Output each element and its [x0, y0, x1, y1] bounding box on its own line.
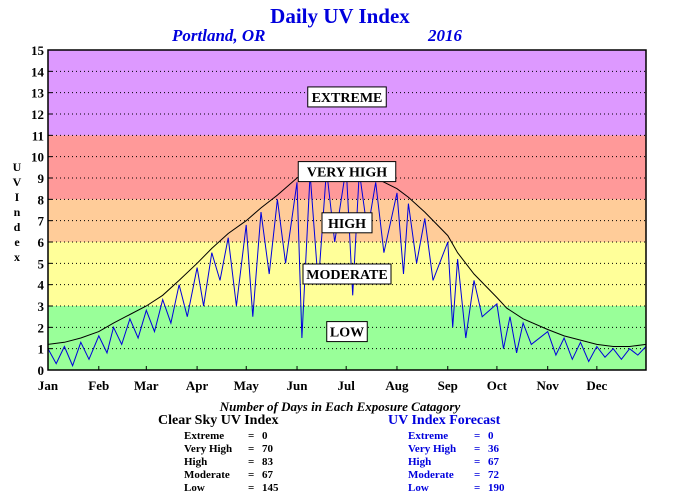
y-tick-label: 1 [38, 342, 45, 357]
stat-label: Extreme [184, 430, 225, 442]
stat-value: 36 [488, 443, 499, 455]
stat-label: Low [184, 482, 205, 494]
band-label: MODERATE [306, 268, 387, 283]
stat-value: 70 [262, 443, 273, 455]
y-tick-label: 9 [38, 171, 45, 186]
stat-value: 0 [262, 430, 268, 442]
y-tick-label: 4 [38, 278, 45, 293]
stat-value: 67 [262, 469, 273, 481]
y-tick-label: 10 [31, 150, 44, 165]
x-tick-label: Jul [338, 378, 356, 393]
stat-value: 145 [262, 482, 279, 494]
y-axis-label-char: n [13, 205, 21, 219]
forecast-title: UV Index Forecast [388, 413, 501, 428]
y-tick-label: 3 [38, 299, 45, 314]
stat-sep: = [474, 482, 481, 494]
stat-label: Very High [184, 443, 233, 455]
x-tick-label: Apr [186, 378, 209, 393]
stat-sep: = [248, 456, 255, 468]
stat-value: 83 [262, 456, 273, 468]
stat-sep: = [474, 443, 481, 455]
stat-sep: = [248, 482, 255, 494]
y-axis-label: U V I n d e x [10, 160, 24, 265]
y-tick-label: 0 [38, 363, 45, 378]
y-tick-label: 7 [38, 214, 45, 229]
plot-frame [47, 49, 647, 371]
stat-sep: = [248, 469, 255, 481]
x-tick-label: Aug [385, 378, 409, 393]
stat-label: Moderate [408, 469, 454, 481]
y-axis-label-char: I [14, 190, 20, 204]
x-tick-label: Nov [537, 378, 560, 393]
x-tick-label: Mar [134, 378, 159, 393]
band-label: LOW [330, 326, 364, 341]
stat-label: Moderate [184, 469, 230, 481]
y-tick-label: 2 [38, 320, 45, 335]
stat-sep: = [474, 456, 481, 468]
band-label: EXTREME [312, 91, 383, 106]
y-tick-label: 8 [38, 192, 45, 207]
stat-label: Low [408, 482, 429, 494]
y-axis-label-char: U [12, 160, 22, 174]
stat-value: 0 [488, 430, 494, 442]
y-tick-label: 14 [31, 64, 45, 79]
stat-sep: = [474, 469, 481, 481]
x-tick-label: Oct [487, 378, 508, 393]
stat-sep: = [248, 443, 255, 455]
y-tick-label: 6 [38, 235, 45, 250]
x-tick-label: Sep [438, 378, 458, 393]
stat-value: 190 [488, 482, 505, 494]
stat-label: High [408, 456, 432, 468]
stat-sep: = [248, 430, 255, 442]
y-axis-label-char: d [13, 220, 21, 234]
chart-title: Daily UV Index [270, 4, 410, 28]
y-axis-label-char: x [14, 250, 20, 264]
location-label: Portland, OR [172, 26, 266, 45]
band-label: HIGH [328, 217, 366, 232]
y-tick-label: 12 [31, 107, 44, 122]
x-tick-labels: Jan Feb Mar Apr May Jun Jul Aug Sep Oct Nov Dec [38, 366, 608, 393]
y-axis-label-char: V [12, 175, 22, 189]
clear-sky-title: Clear Sky UV Index [158, 413, 279, 428]
band-label-box [297, 161, 397, 183]
year-label: 2016 [428, 26, 462, 45]
stat-label: Extreme [408, 430, 449, 442]
stat-value: 72 [488, 469, 499, 481]
y-axis-label-char: e [14, 235, 20, 249]
x-tick-label: May [234, 378, 260, 393]
stat-value: 67 [488, 456, 499, 468]
stat-sep: = [474, 430, 481, 442]
band-label-box [307, 86, 387, 108]
y-tick-label: 15 [31, 43, 45, 58]
y-tick-label: 13 [31, 86, 45, 101]
summary-heading: Number of Days in Each Exposure Catagory [219, 399, 461, 414]
band-label-box [326, 321, 368, 343]
band-label-box [321, 212, 373, 234]
stat-label: High [184, 456, 208, 468]
band-label-box [302, 263, 392, 285]
x-tick-label: Feb [88, 378, 109, 393]
stat-label: Very High [408, 443, 457, 455]
y-tick-label: 5 [38, 256, 45, 271]
x-tick-label: Dec [586, 378, 607, 393]
x-tick-label: Jun [287, 378, 309, 393]
band-label: VERY HIGH [307, 166, 387, 181]
x-tick-label: Jan [38, 378, 59, 393]
band-labels: LOW MODERATE HIGH VERY HIGH EXTREME [297, 86, 397, 343]
y-tick-label: 11 [32, 128, 44, 143]
